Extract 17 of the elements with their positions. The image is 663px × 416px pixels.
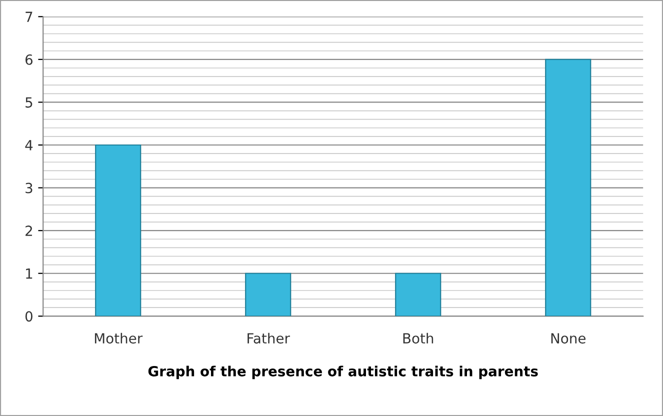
x-tick-label: Both xyxy=(403,332,434,344)
y-tick-label: 7 xyxy=(26,12,32,22)
y-tick-label: 6 xyxy=(26,54,32,65)
y-tick-label: 2 xyxy=(26,226,32,236)
x-tick-label: None xyxy=(551,333,586,344)
bar xyxy=(245,272,292,316)
bar xyxy=(545,58,592,316)
y-tick-label: 3 xyxy=(26,182,32,194)
bar xyxy=(395,272,442,316)
bar xyxy=(95,144,142,316)
y-tick-label: 4 xyxy=(25,140,33,150)
y-tick-label: 5 xyxy=(26,97,32,108)
x-tick-label: Mother xyxy=(94,332,143,344)
y-tick-label: 0 xyxy=(25,311,32,322)
x-axis-title: Graph of the presence of autistic traits in parents xyxy=(148,366,538,380)
y-tick-label: 1 xyxy=(26,268,32,279)
x-tick-label: Father xyxy=(248,332,290,344)
